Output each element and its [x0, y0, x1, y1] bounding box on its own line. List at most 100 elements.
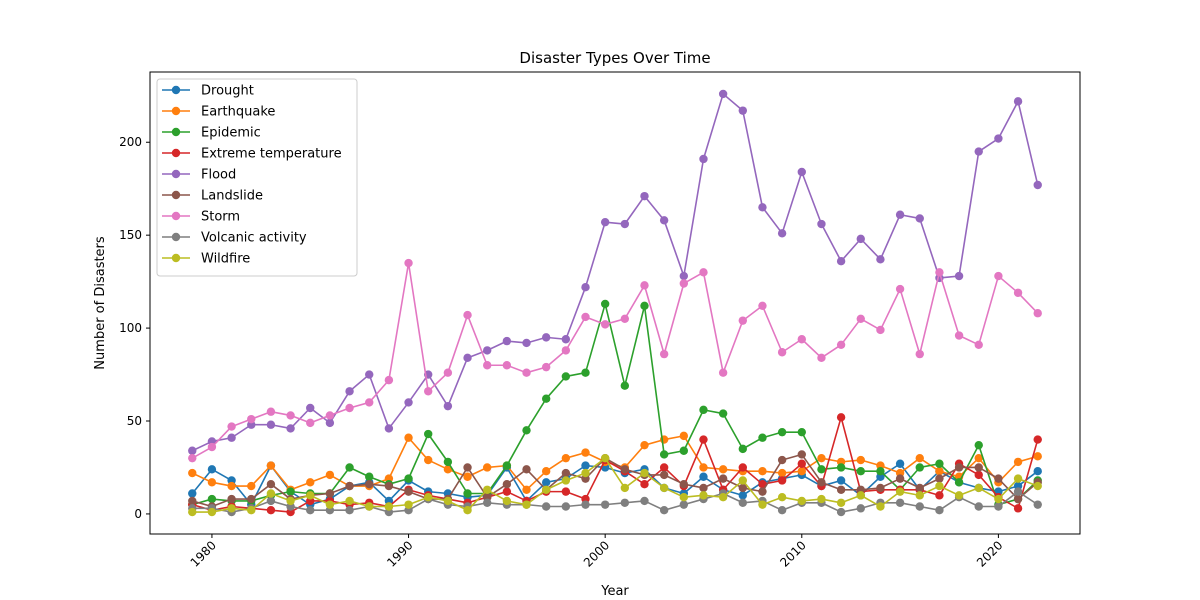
data-point [895, 459, 905, 468]
data-point [247, 506, 256, 515]
data-point [463, 463, 472, 472]
data-point [640, 468, 649, 478]
y-tick-label: 50 [127, 414, 142, 428]
data-point [856, 491, 865, 500]
data-point [659, 483, 669, 493]
data-point [915, 463, 924, 472]
legend-item: Landslide [162, 189, 263, 204]
data-point [738, 106, 747, 115]
data-point [620, 219, 630, 229]
data-point [738, 476, 747, 485]
data-point [404, 487, 413, 496]
data-point [1033, 466, 1042, 476]
data-point [836, 413, 846, 422]
data-point [502, 336, 512, 346]
data-point [895, 474, 905, 483]
data-point [1013, 457, 1023, 467]
data-point [974, 463, 983, 472]
data-point [325, 411, 335, 420]
data-point [502, 461, 512, 470]
data-point [679, 271, 689, 281]
data-point [286, 411, 295, 420]
data-point [915, 491, 924, 500]
data-point [974, 440, 983, 450]
data-point [600, 500, 610, 509]
data-point [541, 466, 551, 476]
data-point [640, 479, 649, 489]
data-point [659, 463, 669, 472]
data-point [758, 487, 767, 496]
data-point [876, 255, 885, 264]
data-point [561, 372, 571, 381]
legend-label: Landslide [201, 189, 263, 204]
legend-item: Earthquake [162, 105, 275, 120]
data-point [266, 479, 276, 489]
data-point [522, 338, 531, 348]
data-point [856, 314, 865, 323]
data-point [856, 234, 865, 244]
data-point [522, 485, 531, 494]
data-point [836, 463, 846, 472]
data-point [561, 502, 571, 511]
data-point [974, 502, 983, 511]
data-point [640, 191, 649, 201]
data-point [266, 420, 276, 429]
data-point [797, 450, 806, 459]
data-point [443, 465, 453, 474]
y-axis-title: Number of Disasters [93, 236, 108, 370]
data-point [266, 489, 276, 498]
data-point [718, 409, 728, 418]
data-point [207, 465, 217, 474]
data-point [581, 448, 590, 457]
data-point [640, 281, 649, 290]
data-point [541, 333, 551, 342]
data-point [561, 346, 571, 355]
data-point [659, 470, 669, 480]
data-point [974, 340, 983, 350]
data-point [954, 331, 964, 340]
data-point [600, 320, 610, 329]
data-point [581, 461, 590, 470]
data-point [836, 498, 846, 507]
data-point [227, 494, 236, 504]
data-point [777, 468, 787, 478]
legend-label: Storm [201, 210, 240, 225]
data-point [954, 478, 964, 487]
data-point [679, 493, 689, 502]
legend-item: Flood [162, 168, 236, 183]
legend-item: Epidemic [162, 126, 261, 141]
data-point [718, 89, 728, 99]
data-point [541, 394, 551, 403]
data-point [581, 283, 590, 292]
data-point [600, 217, 610, 227]
data-point [1033, 180, 1042, 190]
data-point [306, 418, 315, 428]
data-point [384, 424, 394, 433]
legend-box [156, 78, 358, 277]
data-point [1013, 494, 1023, 504]
data-point [463, 310, 472, 320]
data-point [1013, 487, 1023, 496]
data-point [718, 368, 728, 377]
data-point [876, 325, 885, 335]
data-point [659, 349, 669, 359]
legend-marker [171, 211, 181, 221]
data-point [797, 427, 806, 437]
data-point [443, 401, 453, 411]
data-point [856, 455, 865, 465]
data-point [994, 494, 1003, 504]
data-point [699, 268, 708, 277]
data-point [188, 453, 197, 463]
y-tick-label: 200 [119, 135, 142, 149]
data-point [266, 506, 276, 515]
data-point [797, 167, 806, 177]
data-point [541, 362, 551, 372]
data-point [365, 479, 374, 489]
data-point [483, 498, 492, 507]
data-point [483, 485, 492, 494]
data-point [404, 398, 413, 407]
data-point [306, 403, 315, 413]
data-point [581, 368, 590, 377]
data-point [600, 453, 610, 463]
